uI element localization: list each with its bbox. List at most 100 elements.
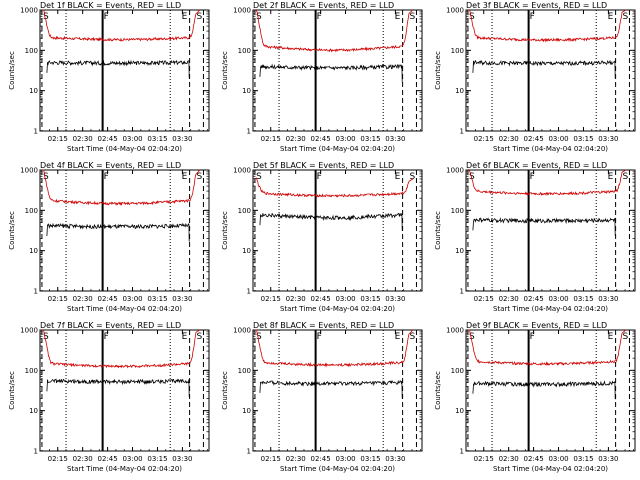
x-tick-label: 03:15 bbox=[573, 295, 593, 303]
x-axis-label: Start Time (04-May-04 02:04:20) bbox=[67, 145, 182, 153]
x-tick-label: 02:30 bbox=[73, 295, 93, 303]
panel-title: Det 4f BLACK = Events, RED = LLD bbox=[40, 161, 181, 170]
x-tick-label: 03:00 bbox=[335, 295, 355, 303]
y-tick-label: 1 bbox=[247, 128, 251, 136]
x-tick-label: 02:15 bbox=[261, 455, 281, 463]
x-tick-label: 03:00 bbox=[548, 455, 568, 463]
marker-s-left: S bbox=[43, 332, 49, 342]
panel-title: Det 8f BLACK = Events, RED = LLD bbox=[253, 321, 394, 330]
detector-panel-4: Det 4f BLACK = Events, RED = LLD 1 10 100 10… bbox=[0, 160, 213, 320]
x-tick-label: 02:15 bbox=[48, 455, 68, 463]
y-axis-label: Counts/sec bbox=[8, 371, 16, 410]
marker-s-right: S bbox=[409, 172, 415, 182]
marker-s-left: S bbox=[43, 12, 49, 22]
lld-series-line bbox=[468, 9, 627, 43]
marker-f: F bbox=[530, 172, 535, 182]
marker-f: F bbox=[104, 332, 109, 342]
x-tick-label: 03:30 bbox=[598, 295, 618, 303]
x-tick-label: 03:30 bbox=[598, 135, 618, 143]
marker-s-left: S bbox=[43, 172, 49, 182]
panel-svg: Det 9f BLACK = Events, RED = LLD 1 10 100 10… bbox=[434, 321, 636, 473]
x-tick-label: 02:15 bbox=[474, 455, 494, 463]
panel-svg: Det 2f BLACK = Events, RED = LLD 1 10 100 10… bbox=[221, 1, 423, 153]
x-tick-label: 03:30 bbox=[172, 455, 192, 463]
y-tick-label: 1000 bbox=[233, 327, 251, 335]
x-tick-label: 03:30 bbox=[385, 295, 405, 303]
detector-panel-7: Det 7f BLACK = Events, RED = LLD 1 10 100 10… bbox=[0, 320, 213, 480]
x-tick-label: 03:00 bbox=[122, 135, 142, 143]
marker-e: E bbox=[182, 12, 188, 22]
panel-title: Det 6f BLACK = Events, RED = LLD bbox=[466, 161, 607, 170]
marker-e: E bbox=[395, 332, 401, 342]
marker-e: E bbox=[395, 12, 401, 22]
plot-frame bbox=[39, 169, 210, 292]
x-tick-label: 02:45 bbox=[524, 455, 544, 463]
x-tick-label: 02:30 bbox=[499, 455, 519, 463]
y-axis-label: Counts/sec bbox=[221, 51, 229, 90]
plot-frame bbox=[39, 329, 210, 452]
x-axis-label: Start Time (04-May-04 02:04:20) bbox=[493, 465, 608, 473]
x-tick-label: 03:30 bbox=[385, 135, 405, 143]
x-tick-label: 02:15 bbox=[48, 295, 68, 303]
marker-f: F bbox=[104, 172, 109, 182]
x-axis-label: Start Time (04-May-04 02:04:20) bbox=[67, 465, 182, 473]
x-tick-label: 03:00 bbox=[335, 455, 355, 463]
lld-series-line bbox=[42, 9, 201, 42]
panel-title: Det 5f BLACK = Events, RED = LLD bbox=[253, 161, 394, 170]
x-tick-label: 03:15 bbox=[147, 295, 167, 303]
x-tick-label: 03:30 bbox=[172, 295, 192, 303]
y-tick-label: 10 bbox=[29, 407, 38, 415]
y-tick-label: 100 bbox=[25, 207, 38, 215]
x-tick-label: 02:30 bbox=[286, 295, 306, 303]
panel-svg: Det 3f BLACK = Events, RED = LLD 1 10 100 10… bbox=[434, 1, 636, 153]
y-tick-label: 10 bbox=[242, 87, 251, 95]
x-tick-label: 02:30 bbox=[499, 135, 519, 143]
x-tick-label: 03:00 bbox=[122, 295, 142, 303]
detector-panel-2: Det 2f BLACK = Events, RED = LLD 1 10 100 10… bbox=[213, 0, 426, 160]
plot-frame bbox=[252, 9, 423, 132]
marker-s-right: S bbox=[622, 172, 628, 182]
panel-title: Det 3f BLACK = Events, RED = LLD bbox=[466, 1, 607, 10]
plot-frame bbox=[252, 169, 423, 292]
marker-s-left: S bbox=[469, 332, 475, 342]
marker-f: F bbox=[104, 12, 109, 22]
plot-frame bbox=[39, 9, 210, 132]
marker-s-right: S bbox=[196, 172, 202, 182]
y-tick-label: 1 bbox=[460, 448, 464, 456]
plot-frame bbox=[465, 9, 636, 132]
y-tick-label: 100 bbox=[238, 47, 251, 55]
events-series-line bbox=[259, 63, 403, 83]
marker-e: E bbox=[608, 12, 614, 22]
x-tick-label: 03:00 bbox=[548, 295, 568, 303]
x-tick-label: 03:30 bbox=[385, 455, 405, 463]
panel-svg: Det 7f BLACK = Events, RED = LLD 1 10 100 10… bbox=[8, 321, 210, 473]
x-axis-label: Start Time (04-May-04 02:04:20) bbox=[493, 305, 608, 313]
y-tick-label: 100 bbox=[451, 367, 464, 375]
y-tick-label: 1000 bbox=[20, 7, 38, 15]
y-axis-label: Counts/sec bbox=[221, 211, 229, 250]
panel-title: Det 1f BLACK = Events, RED = LLD bbox=[40, 1, 181, 10]
panel-svg: Det 5f BLACK = Events, RED = LLD 1 10 100 10… bbox=[221, 161, 423, 313]
detector-panel-9: Det 9f BLACK = Events, RED = LLD 1 10 100 10… bbox=[426, 320, 639, 480]
panel-svg: Det 1f BLACK = Events, RED = LLD 1 10 100 10… bbox=[8, 1, 210, 153]
y-tick-label: 1000 bbox=[446, 167, 464, 175]
marker-e: E bbox=[395, 172, 401, 182]
detector-panel-5: Det 5f BLACK = Events, RED = LLD 1 10 100 10… bbox=[213, 160, 426, 320]
x-tick-label: 02:45 bbox=[98, 455, 118, 463]
x-axis-label: Start Time (04-May-04 02:04:20) bbox=[280, 145, 395, 153]
x-axis-label: Start Time (04-May-04 02:04:20) bbox=[280, 305, 395, 313]
y-axis-label: Counts/sec bbox=[8, 211, 16, 250]
panel-svg: Det 4f BLACK = Events, RED = LLD 1 10 100 10… bbox=[8, 161, 210, 313]
detector-panel-1: Det 1f BLACK = Events, RED = LLD 1 10 100 10… bbox=[0, 0, 213, 160]
panel-svg: Det 8f BLACK = Events, RED = LLD 1 10 100 10… bbox=[221, 321, 423, 473]
x-tick-label: 03:15 bbox=[573, 455, 593, 463]
events-series-line bbox=[259, 379, 403, 399]
marker-s-right: S bbox=[409, 332, 415, 342]
y-tick-label: 10 bbox=[29, 87, 38, 95]
x-axis-label: Start Time (04-May-04 02:04:20) bbox=[67, 305, 182, 313]
y-tick-label: 1 bbox=[34, 128, 38, 136]
lld-series-line bbox=[42, 329, 201, 369]
x-tick-label: 03:15 bbox=[147, 135, 167, 143]
marker-s-left: S bbox=[469, 172, 475, 182]
